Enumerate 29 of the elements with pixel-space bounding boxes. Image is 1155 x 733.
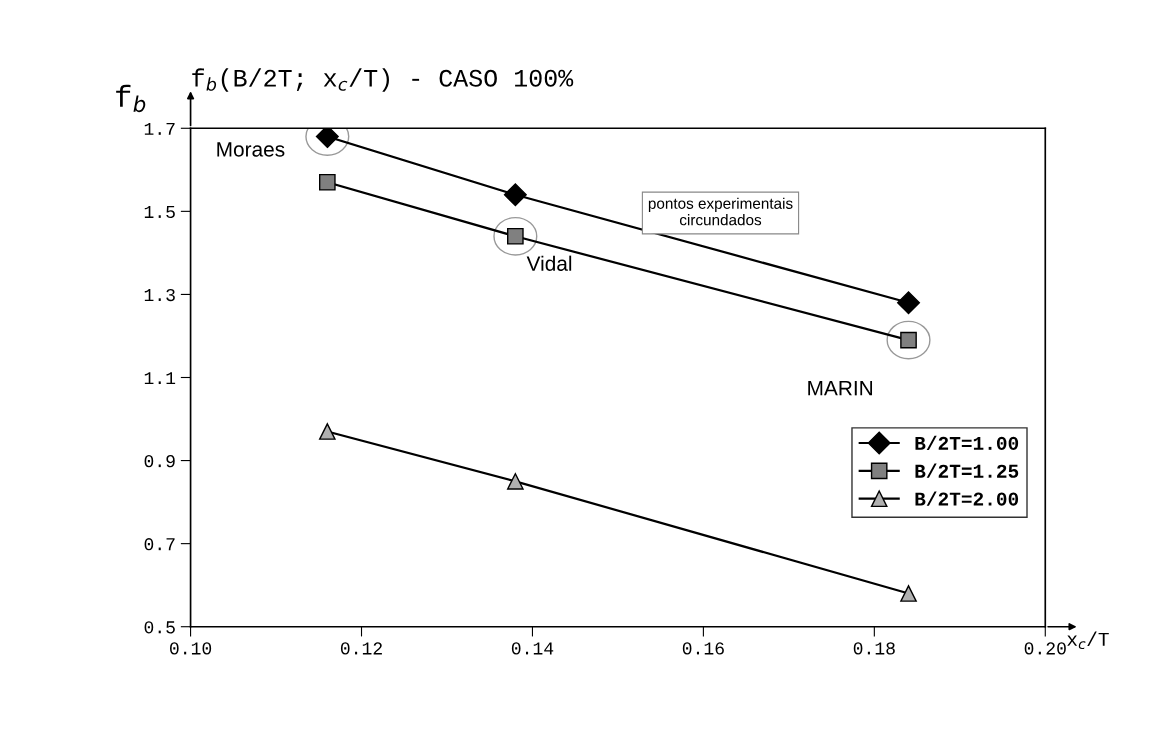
legend-label: B/2T=1.00 [915,435,1019,450]
point [897,291,921,315]
annotation: pontos experimentais circundados [648,197,793,226]
x-tick-label: 0.12 [340,642,382,655]
y-tick-label: 1.1 [144,372,176,385]
annotation: MARIN [808,381,873,396]
legend-label: B/2T=1.25 [915,463,1019,478]
x-tick-label: 0.20 [1024,642,1066,655]
chart-title: f$_{b}$(B/2T; x$_{c}$/T) - CASO 100% [192,68,574,92]
annotation: Moraes [217,142,285,157]
point [503,183,527,207]
y-tick-label: 1.5 [144,206,175,219]
x-tick-label: 0.16 [682,642,724,655]
annotation: Vidal [526,255,572,271]
point [318,423,336,440]
point [886,320,931,360]
x-tick-label: 0.18 [853,642,895,655]
y-tick-label: 0.7 [144,538,175,551]
y-tick-label: 0.5 [144,621,175,634]
legend-label: B/2T=2.00 [915,491,1019,506]
y-tick-label: 1.7 [144,122,175,135]
x-axis-title: x$_{c}$/T [1067,631,1109,650]
x-tick-label: 0.14 [511,642,554,655]
y-axis-title: f$_{b}$ [116,84,146,113]
point [507,473,524,490]
point [900,585,917,602]
x-tick-label: 0.10 [170,642,212,655]
y-tick-label: 1.3 [144,288,175,302]
y-tick-label: 0.9 [144,455,175,468]
